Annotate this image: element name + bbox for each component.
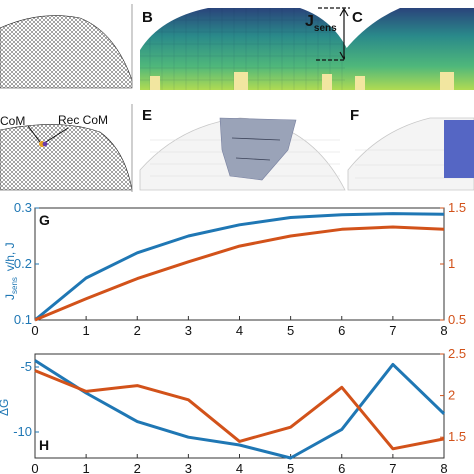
y-right-tick-label: 2.5 [448,346,466,361]
y-right-tick-label: 0.5 [448,312,466,327]
series-line-blue [34,212,445,322]
x-tick-label: 5 [287,323,294,338]
x-tick-label: 4 [236,461,243,474]
jsens-label: Jsens [305,13,337,34]
y-right-tick-label: 1 [448,256,455,271]
voxel-dome-f [347,117,474,191]
terrain-mesh-top [0,4,133,89]
x-tick-label: 2 [134,323,141,338]
rec-com-label: Rec CoM [58,113,108,127]
rec-com-arrow [45,127,69,143]
chart-h-ylabel: ΔG [0,399,11,416]
y-left-tick-label: -5 [20,359,32,374]
y-left-tick-label: -10 [13,424,32,439]
x-tick-label: 7 [389,461,396,474]
x-tick-label: 6 [338,461,345,474]
x-tick-label: 1 [83,461,90,474]
x-tick-label: 3 [185,461,192,474]
heatmap-b [140,8,350,90]
panel-label-e: E [142,107,152,124]
y-right-tick-label: 1.5 [448,429,466,444]
y-left-tick-label: 0.3 [14,200,32,215]
y-left-tick-label: 0.1 [14,312,32,327]
x-tick-label: 1 [83,323,90,338]
chart-h: 0 1 2 3 4 5 6 7 8 -5 -10 1.5 2 2.5 [13,346,466,474]
heatmap-c [345,8,474,90]
x-tick-label: 4 [236,323,243,338]
x-tick-label: 8 [440,461,447,474]
series-line-orange [34,225,445,322]
voxel-dome-e [139,117,346,191]
com-label: CoM [0,114,25,128]
panel-label-b: B [142,9,153,26]
terrain-mesh-bottom [0,104,133,192]
x-tick-label: 7 [389,323,396,338]
x-tick-label: 0 [31,323,38,338]
y-right-tick-label: 2 [448,388,455,403]
rec-com-marker [42,141,48,147]
chart-g-ylabel: Jsensv/h, J [3,242,19,300]
series-line-blue [34,359,446,460]
panel-label-g: G [39,212,50,228]
x-tick-label: 8 [440,323,447,338]
x-tick-label: 2 [134,461,141,474]
panel-label-f: F [350,107,359,124]
com-arrow [27,125,41,143]
x-tick-label: 5 [287,461,294,474]
y-left-tick-label: 0.2 [14,256,32,271]
x-tick-label: 6 [338,323,345,338]
panel-label-c: C [352,9,363,26]
jsens-bracket [316,7,350,61]
chart-g: 0 1 2 3 4 5 6 7 8 0.1 0.2 0.3 0.5 1 1.5 [14,200,466,338]
x-tick-label: 3 [185,323,192,338]
panel-label-h: H [39,437,49,453]
x-tick-label: 0 [31,461,38,474]
y-right-tick-label: 1.5 [448,200,466,215]
series-line-orange [34,369,445,451]
